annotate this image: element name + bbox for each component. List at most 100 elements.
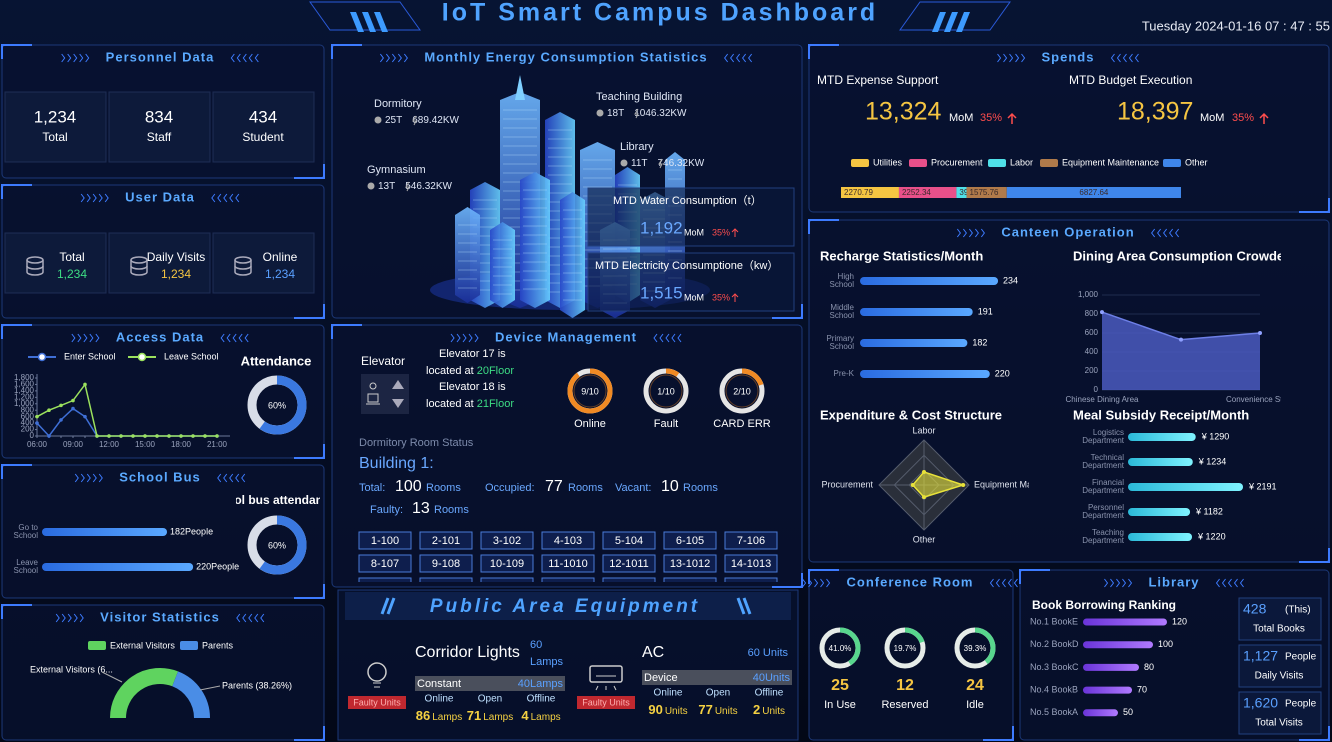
y-tick-label: 600 xyxy=(21,412,35,421)
chevron xyxy=(379,53,384,63)
x-tick-label: Convenience Store xyxy=(1226,395,1295,404)
label: 4 xyxy=(521,708,529,723)
chevron xyxy=(1021,53,1026,63)
chevron xyxy=(1227,578,1232,588)
legend-dot xyxy=(137,352,147,362)
datetime: Tuesday 2024-01-16 07 : 47 : 55 xyxy=(1142,18,1330,33)
segment-label: External Visitors (6... xyxy=(30,664,113,674)
gauge-inner xyxy=(649,374,683,408)
line-point xyxy=(119,434,123,438)
stat-unit: People xyxy=(1285,652,1317,663)
label: located at xyxy=(426,365,474,377)
chevron xyxy=(742,53,747,63)
bar-value-label: ¥ 1234 xyxy=(1198,456,1227,466)
building-stats: 18T 1046.32KW xyxy=(607,108,687,119)
room-cell xyxy=(541,577,595,582)
col-label: Offline xyxy=(527,694,556,705)
label-box: Leave School xyxy=(14,559,38,575)
panel-title: Canteen Operation xyxy=(1001,224,1134,239)
stat-unit: (This) xyxy=(1285,605,1311,616)
chevron xyxy=(1110,578,1115,588)
panel xyxy=(808,219,1330,563)
stack-segment xyxy=(841,187,899,198)
stat-cell xyxy=(212,91,315,163)
chevron xyxy=(61,613,66,623)
kpi-value: 13,324 xyxy=(865,98,942,126)
bar xyxy=(1083,686,1132,694)
chevron xyxy=(814,578,819,588)
room-cell xyxy=(602,577,656,582)
chart-title: Expenditure & Cost Structure xyxy=(820,407,1002,422)
chevron xyxy=(820,578,825,588)
room-cell xyxy=(358,554,412,573)
ring-value: 39.3% xyxy=(964,644,987,653)
lamp-icon xyxy=(367,662,387,682)
bar-value-label: ¥ 2191 xyxy=(1248,481,1277,491)
room-cell xyxy=(602,531,656,550)
legend-swatch xyxy=(1040,159,1058,167)
radar-point xyxy=(922,495,926,500)
gauge-text: 1/10 xyxy=(657,386,675,396)
room-cell xyxy=(358,577,412,582)
kpi-value: 1,515 xyxy=(640,283,683,302)
ac-icon xyxy=(589,665,623,683)
stat-label: Online xyxy=(263,250,298,264)
label-box: High School xyxy=(830,273,854,289)
chevron xyxy=(1110,53,1115,63)
bar xyxy=(1128,458,1193,466)
up-arrow xyxy=(731,228,739,237)
bar xyxy=(1083,663,1139,671)
bar-value-label: ¥ 1290 xyxy=(1201,431,1230,441)
wrapped-label: Pre-K xyxy=(833,369,854,378)
room-cell xyxy=(724,554,778,573)
stat-box xyxy=(1238,691,1322,735)
chart-title: Book Borrowing Ranking xyxy=(1032,598,1176,612)
equipment-name: Corridor Lights xyxy=(415,644,520,661)
x-tick-label: 06:00 xyxy=(27,440,48,449)
legend-label: Equipment Maintenance xyxy=(1062,157,1159,167)
panel-title: School Bus xyxy=(119,469,201,484)
chevron xyxy=(403,53,408,63)
building xyxy=(490,222,515,308)
corner xyxy=(294,584,325,599)
line-point xyxy=(83,414,87,419)
stat-value: 1,234 xyxy=(161,267,191,281)
chart-title: Meal Subsidy Receipt/Month xyxy=(1073,407,1249,422)
line-point xyxy=(179,434,183,438)
stat-label: Total Visits xyxy=(1255,718,1303,729)
chevron xyxy=(826,578,831,588)
legend-label: Leave School xyxy=(164,351,219,361)
y-tick-label: 1,400 xyxy=(14,386,35,395)
chevron xyxy=(474,333,479,343)
area-point xyxy=(1100,310,1104,315)
stat-label: Daily Visits xyxy=(1255,671,1304,682)
chevron xyxy=(1134,53,1139,63)
ring-value: 41.0% xyxy=(829,644,852,653)
gauge-text: 9/10 xyxy=(581,386,599,396)
y-tick-label: 1,200 xyxy=(14,392,35,401)
stat-value: 1,620 xyxy=(1243,695,1278,711)
label: 77 xyxy=(698,702,712,717)
label: 2 xyxy=(753,702,760,717)
line-point xyxy=(35,414,39,419)
status-bar-label: Device xyxy=(644,672,678,684)
building-stats: 11T 746.32KW xyxy=(631,158,705,169)
chevron xyxy=(83,333,88,343)
leader-line xyxy=(101,671,123,683)
status-bar-value: 40Lamps xyxy=(518,678,564,690)
room-count: 12 xyxy=(896,677,914,694)
db-icon xyxy=(26,265,44,270)
label-box: Technical Department xyxy=(1082,454,1124,470)
chevron xyxy=(1157,228,1162,238)
stat-value: 1,127 xyxy=(1243,648,1278,664)
legend-swatch xyxy=(180,641,198,650)
label-box: Logistics Department xyxy=(1082,429,1124,445)
bar-value-label: 182People xyxy=(170,526,213,536)
chevron xyxy=(1116,53,1121,63)
chevron xyxy=(724,53,729,63)
chevron xyxy=(1128,53,1133,63)
label: Units xyxy=(665,706,688,717)
mom-value: 35% xyxy=(712,227,730,237)
y-tick-label: 0 xyxy=(30,431,35,440)
